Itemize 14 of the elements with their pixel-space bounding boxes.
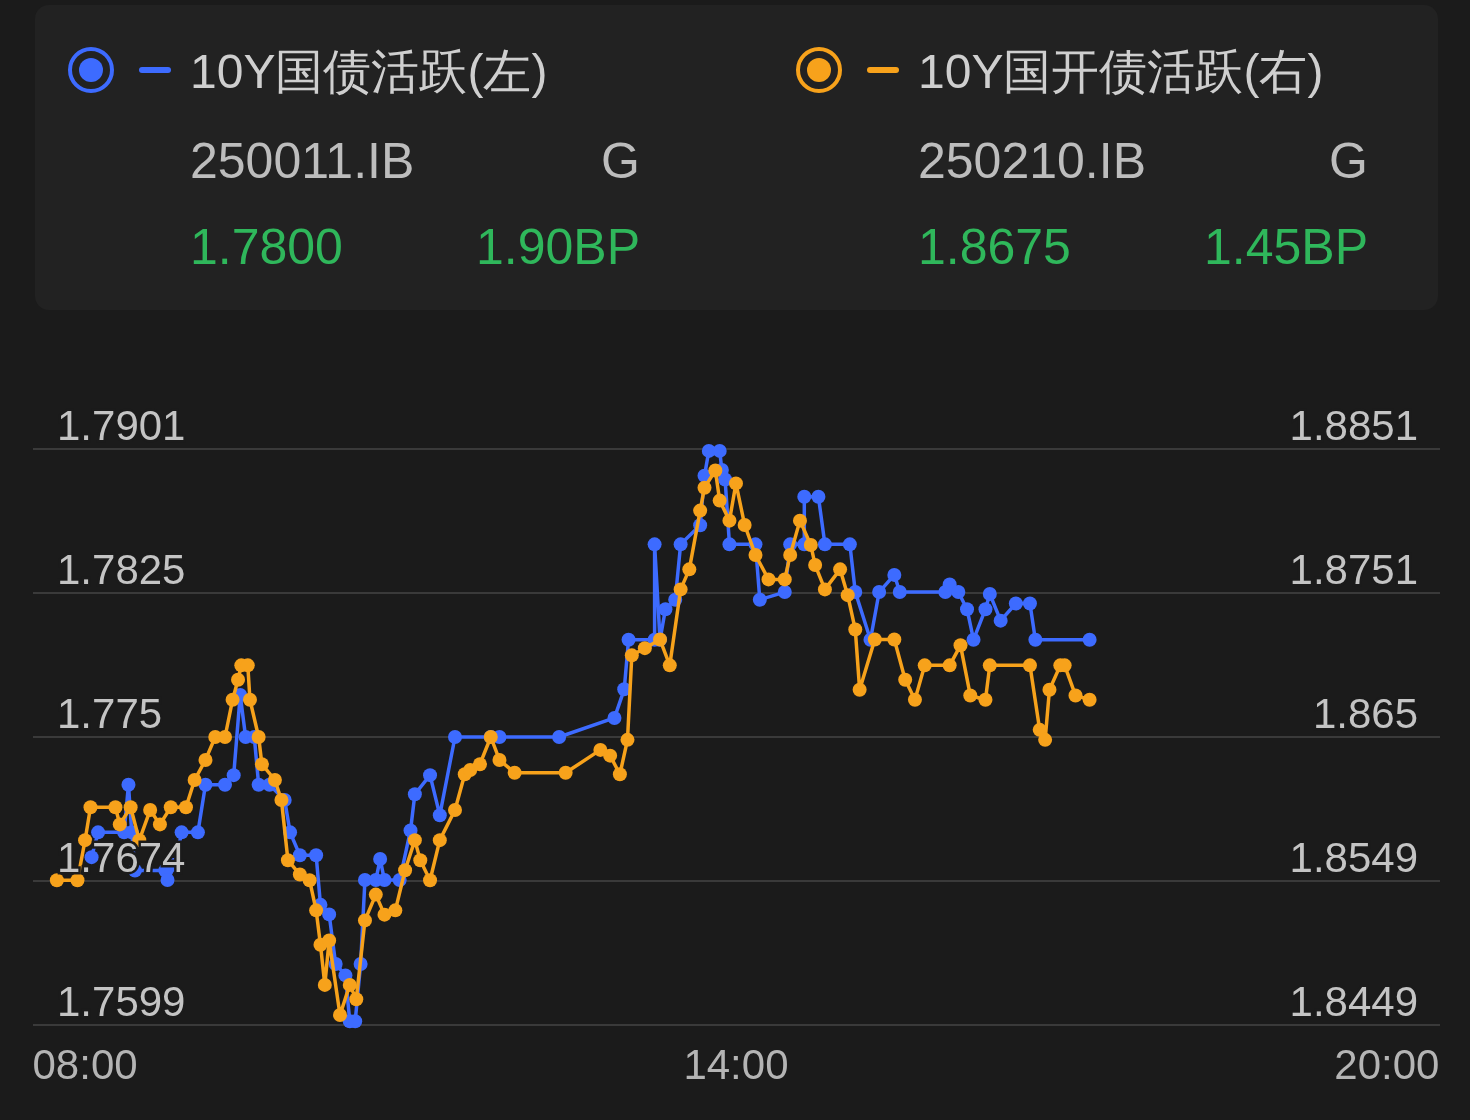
x-tick-label: 20:00 [1334, 1041, 1440, 1088]
legend-label: 10Y国债活跃(左) [190, 45, 548, 98]
y-tick-label: 1.7901 [57, 402, 186, 449]
y2-tick-label: 1.8549 [1289, 834, 1418, 881]
y-tick-label: 1.775 [57, 690, 163, 737]
y-tick-label: 1.7599 [57, 978, 186, 1025]
y-tick-label: 1.7825 [57, 546, 186, 593]
y2-tick-label: 1.8751 [1289, 546, 1418, 593]
x-tick-label: 14:00 [683, 1041, 789, 1088]
x-tick-label: 08:00 [32, 1041, 138, 1088]
y2-tick-label: 1.865 [1312, 690, 1418, 737]
y2-tick-label: 1.8449 [1289, 978, 1418, 1025]
y2-tick-label: 1.8851 [1289, 402, 1418, 449]
legend-label: 10Y国开债活跃(右) [918, 45, 1324, 98]
